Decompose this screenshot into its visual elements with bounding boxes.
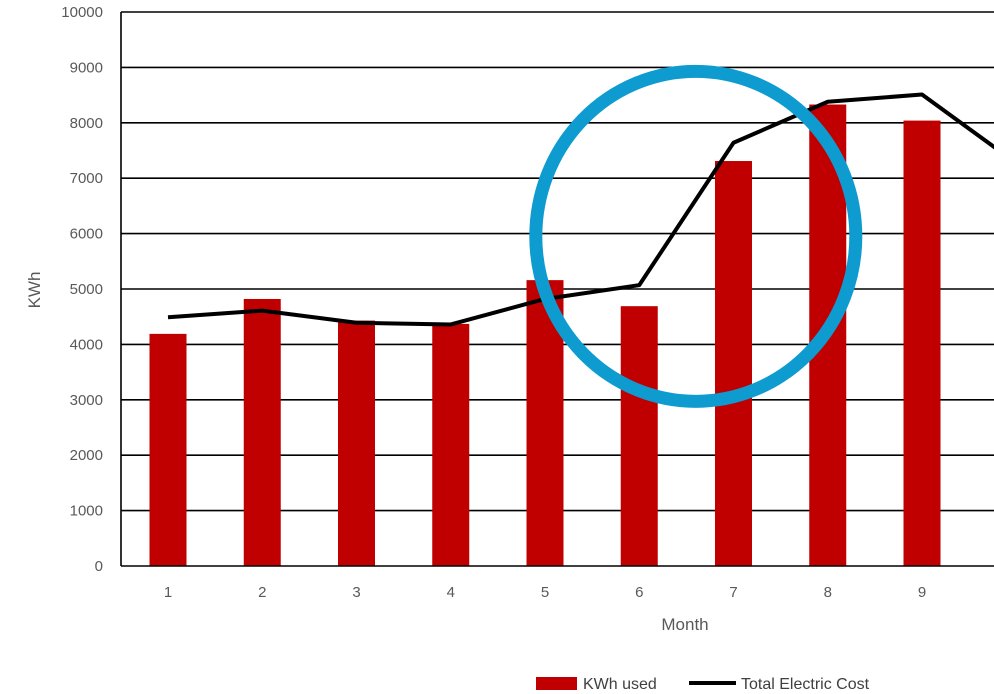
y-tick-label: 0 [95,558,103,575]
bar [338,320,375,566]
x-tick-label: 9 [918,584,926,601]
bar [903,120,941,567]
bar [620,306,658,566]
y-tick-label: 6000 [70,226,103,243]
line-series [167,92,994,327]
x-tick-label: 4 [447,584,455,601]
y-tick-label: 4000 [70,336,103,353]
legend-label-cost: Total Electric Cost [741,676,870,693]
axes [120,12,994,567]
x-tick-label: 6 [635,584,643,601]
highlight-circle-shape [529,64,863,408]
cost-line [167,92,994,327]
y-tick-label: 1000 [70,503,103,520]
x-tick-labels: 1 2 3 4 5 6 7 8 9 [164,584,926,601]
x-tick-label: 7 [729,584,737,601]
y-tick-label: 5000 [70,281,103,298]
y-tick-labels: 0 1000 2000 3000 4000 5000 6000 7000 8000 9000 100… [61,4,103,575]
bar [715,161,752,566]
y-tick-label: 7000 [70,170,103,187]
x-tick-label: 3 [352,584,360,601]
legend-label-kwh: KWh used [583,676,657,693]
y-tick-label: 3000 [70,392,103,409]
x-tick-label: 8 [824,584,832,601]
legend: KWh used Total Electric Cost [536,676,870,693]
legend-swatch-kwh [536,677,577,690]
y-axis-label: KWh [25,272,44,309]
x-tick-label: 5 [541,584,549,601]
bar-series [149,104,941,567]
x-axis-label: Month [661,615,708,634]
y-tick-label: 8000 [70,115,103,132]
x-tick-label: 2 [258,584,266,601]
x-tick-label: 1 [164,584,172,601]
y-tick-label: 2000 [70,447,103,464]
highlight-circle [529,64,863,408]
y-tick-label: 9000 [70,59,103,76]
bar [149,333,187,566]
bar [432,323,470,566]
bar [243,298,281,566]
y-tick-label: 10000 [61,4,103,21]
